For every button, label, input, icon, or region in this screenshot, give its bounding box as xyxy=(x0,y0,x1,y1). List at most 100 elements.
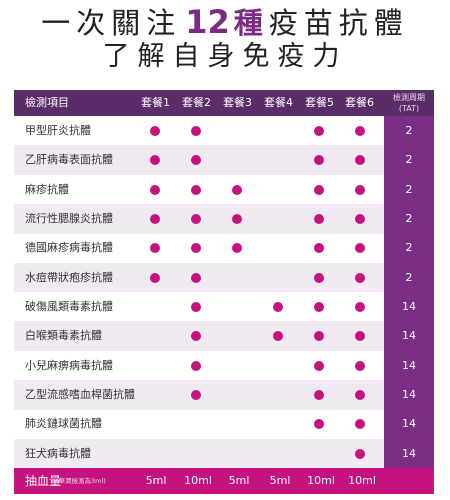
included-dot-package-6 xyxy=(355,331,365,342)
included-dot-package-1 xyxy=(150,213,160,224)
tat-column-band xyxy=(384,90,434,468)
table-row: 肺炎鏈球菌抗體 xyxy=(14,409,384,439)
tat-value: 2 xyxy=(405,182,413,196)
table-row: 流行性腮腺炎抗體 xyxy=(14,203,384,234)
tat-value: 14 xyxy=(402,387,416,401)
included-dot-package-6 xyxy=(355,301,365,312)
included-dot-package-3 xyxy=(232,243,242,254)
header-tat-label: 檢測周期 (TAT) xyxy=(384,92,434,116)
included-dot-package-6 xyxy=(355,272,365,283)
test-item-name: 乙型流感嗜血桿菌抗體 xyxy=(25,387,135,401)
header-package-1: 套餐1 xyxy=(141,96,170,109)
test-item-name: 小兒麻痹病毒抗體 xyxy=(25,358,113,372)
included-dot-package-5 xyxy=(314,419,324,430)
footer-volume-2: 10ml xyxy=(184,474,212,487)
tat-value: 2 xyxy=(405,211,413,225)
included-dot-package-5 xyxy=(314,213,324,224)
included-dot-package-2 xyxy=(191,213,201,224)
included-dot-package-2 xyxy=(191,243,201,254)
included-dot-package-2 xyxy=(191,331,201,342)
included-dot-package-6 xyxy=(355,448,365,459)
included-dot-package-5 xyxy=(314,184,324,195)
included-dot-package-6 xyxy=(355,184,365,195)
included-dot-package-5 xyxy=(314,243,324,254)
included-dot-package-6 xyxy=(355,213,365,224)
included-dot-package-2 xyxy=(191,360,201,371)
included-dot-package-6 xyxy=(355,155,365,166)
table-row: 麻疹抗體 xyxy=(14,175,384,205)
header-package-2: 套餐2 xyxy=(182,96,211,109)
table-header: 檢測項目 套餐1 套餐2 套餐3 套餐4 套餐5 套餐6 xyxy=(14,90,434,116)
test-item-name: 甲型肝炎抗體 xyxy=(25,124,91,137)
headline-line-2: 了解自身免疫力 xyxy=(102,41,348,72)
table-row: 德國麻疹病毒抗體 xyxy=(14,233,384,263)
footer-volume-6: 10ml xyxy=(348,474,376,487)
tat-value: 2 xyxy=(405,241,413,255)
tat-value: 14 xyxy=(402,299,416,313)
included-dot-package-6 xyxy=(355,126,365,136)
footer-label: 抽血量 xyxy=(25,474,62,488)
tat-value: 2 xyxy=(405,153,413,167)
footer-volume-3: 5ml xyxy=(228,474,250,487)
included-dot-package-5 xyxy=(314,331,324,342)
headline-emphasis: 種 xyxy=(233,6,269,40)
header-package-5: 套餐5 xyxy=(305,96,334,109)
included-dot-package-5 xyxy=(314,389,324,400)
test-item-name: 麻疹抗體 xyxy=(25,182,69,196)
tat-value: 14 xyxy=(402,329,416,343)
test-item-name: 白喉類毒素抗體 xyxy=(25,329,102,343)
included-dot-package-2 xyxy=(191,301,201,312)
included-dot-package-2 xyxy=(191,389,201,400)
test-item-name: 流行性腮腺炎抗體 xyxy=(25,211,113,225)
footer-volume-5: 10ml xyxy=(307,474,335,487)
header-package-6: 套餐6 xyxy=(345,96,374,109)
included-dot-package-1 xyxy=(150,184,160,195)
test-item-name: 破傷風類毒素抗體 xyxy=(25,299,113,313)
included-dot-package-6 xyxy=(355,243,365,254)
test-item-name: 水痘帶狀疱疹抗體 xyxy=(25,270,113,284)
tat-value: 14 xyxy=(402,358,416,372)
included-dot-package-2 xyxy=(191,184,201,195)
included-dot-package-2 xyxy=(191,126,201,136)
header-package-3: 套餐3 xyxy=(223,96,252,109)
table-row: 小兒麻痹病毒抗體 xyxy=(14,351,384,381)
header-tat-line-2: (TAT) xyxy=(398,104,420,113)
included-dot-package-1 xyxy=(150,155,160,166)
headline-pre: 一次關注 xyxy=(41,6,182,40)
included-dot-package-5 xyxy=(314,301,324,312)
footer-volume-4: 5ml xyxy=(269,474,291,487)
table-row: 甲型肝炎抗體 xyxy=(14,116,384,146)
tat-value: 14 xyxy=(402,417,416,431)
included-dot-package-5 xyxy=(314,360,324,371)
included-dot-package-3 xyxy=(232,213,242,224)
footer-volume-1: 5ml xyxy=(145,474,167,487)
tat-value: 2 xyxy=(405,270,413,284)
test-item-name: 狂犬病毒抗體 xyxy=(25,446,91,460)
table-row: 水痘帶狀疱疹抗體 xyxy=(14,262,384,293)
included-dot-package-5 xyxy=(314,155,324,166)
headline-post: 疫苗抗體 xyxy=(268,6,409,40)
included-dot-package-5 xyxy=(314,126,324,136)
package-comparison-table: 檢測項目 套餐1 套餐2 套餐3 套餐4 套餐5 套餐6 檢測周期 (TAT) … xyxy=(14,90,434,494)
table-footer-blood-volume: 抽血量 (華潤檢測為3ml) 5ml 10ml 5ml 5ml 10ml 10m… xyxy=(14,468,434,494)
included-dot-package-6 xyxy=(355,419,365,430)
headline-number: 12 xyxy=(185,3,230,41)
table-row: 白喉類毒素抗體 xyxy=(14,321,384,351)
included-dot-package-1 xyxy=(150,243,160,254)
test-item-name: 德國麻疹病毒抗體 xyxy=(25,241,113,255)
header-package-4: 套餐4 xyxy=(264,96,293,109)
table-row: 乙型流感嗜血桿菌抗體 xyxy=(14,379,384,410)
included-dot-package-2 xyxy=(191,272,201,283)
headline-line-1: 一次關注 12 種疫苗抗體 xyxy=(0,4,450,40)
table-row: 乙肝病毒表面抗體 xyxy=(14,145,384,175)
included-dot-package-6 xyxy=(355,389,365,400)
test-item-name: 肺炎鏈球菌抗體 xyxy=(25,417,102,431)
header-item-label: 檢測項目 xyxy=(25,96,69,109)
included-dot-package-2 xyxy=(191,155,201,166)
included-dot-package-4 xyxy=(273,301,283,312)
footer-note: (華潤檢測為3ml) xyxy=(56,477,106,485)
included-dot-package-1 xyxy=(150,126,160,136)
tat-value: 14 xyxy=(402,446,416,460)
included-dot-package-5 xyxy=(314,272,324,283)
table-row: 破傷風類毒素抗體 xyxy=(14,292,384,322)
